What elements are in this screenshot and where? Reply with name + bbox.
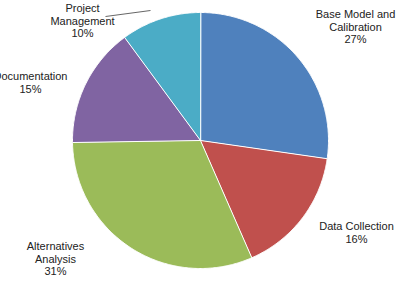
svg-text:Data Collection16%: Data Collection16% [319, 220, 394, 245]
svg-text:ProjectManagement10%: ProjectManagement10% [50, 2, 114, 39]
svg-text:AlternativesAnalysis31%: AlternativesAnalysis31% [27, 240, 85, 277]
svg-text:Base Model andCalibration27%: Base Model andCalibration27% [316, 8, 396, 45]
svg-text:Documentation15%: Documentation15% [0, 70, 68, 95]
